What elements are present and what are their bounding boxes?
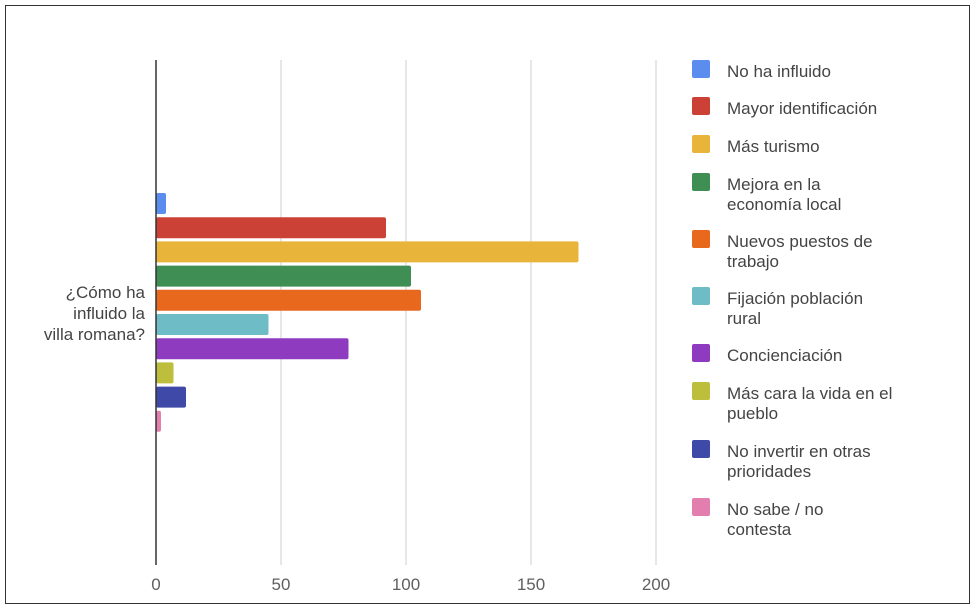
bar bbox=[156, 241, 579, 263]
legend-swatch bbox=[692, 97, 710, 115]
x-tick-label: 150 bbox=[517, 575, 545, 594]
legend-label: No invertir en otras prioridades bbox=[727, 442, 871, 481]
legend-swatch bbox=[692, 230, 710, 248]
bar bbox=[156, 338, 349, 360]
bar bbox=[156, 362, 174, 384]
legend-swatch bbox=[692, 344, 710, 362]
bar bbox=[156, 410, 161, 432]
legend-swatch bbox=[692, 287, 710, 305]
bar bbox=[156, 386, 186, 408]
x-tick-label: 100 bbox=[392, 575, 420, 594]
legend-label: Más cara la vida en el pueblo bbox=[727, 384, 892, 423]
legend-label: No sabe / no contesta bbox=[727, 500, 823, 539]
x-tick-label: 50 bbox=[272, 575, 291, 594]
bar bbox=[156, 265, 411, 287]
legend-swatch bbox=[692, 173, 710, 191]
legend-label: Nuevos puestos de trabajo bbox=[727, 232, 873, 271]
legend-label: Mejora en la economía local bbox=[727, 175, 841, 214]
legend-label: Concienciación bbox=[727, 346, 842, 365]
x-tick-label: 200 bbox=[642, 575, 670, 594]
x-tick-label: 0 bbox=[151, 575, 160, 594]
bar bbox=[156, 289, 421, 311]
legend-swatch bbox=[692, 135, 710, 153]
bar bbox=[156, 314, 269, 335]
legend-label: No ha influido bbox=[727, 62, 831, 81]
bar bbox=[156, 217, 386, 239]
legend-swatch bbox=[692, 498, 710, 516]
legend-swatch bbox=[692, 60, 710, 78]
category-label: ¿Cómo ha influido la villa romana? bbox=[44, 283, 146, 344]
legend-label: Mayor identificación bbox=[727, 99, 877, 118]
legend-label: Más turismo bbox=[727, 137, 820, 156]
legend-swatch bbox=[692, 382, 710, 400]
bar bbox=[156, 193, 166, 214]
legend-label: Fijación población rural bbox=[727, 289, 863, 328]
legend-swatch bbox=[692, 440, 710, 458]
